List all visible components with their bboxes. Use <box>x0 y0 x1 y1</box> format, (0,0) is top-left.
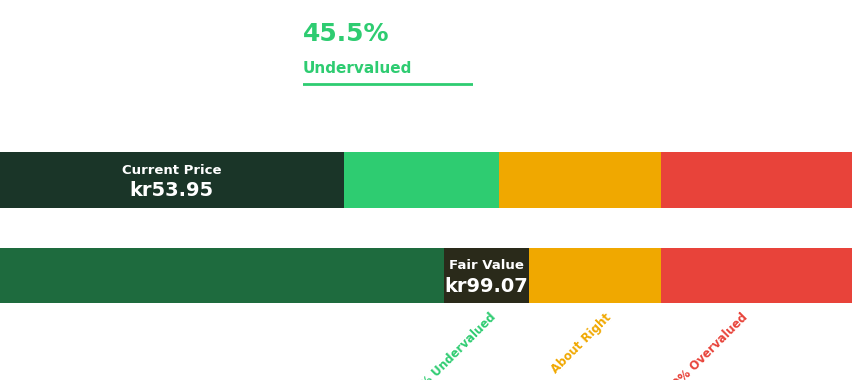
Text: kr99.07: kr99.07 <box>444 277 527 296</box>
Text: About Right: About Right <box>549 311 613 376</box>
Bar <box>660 247 852 304</box>
Bar <box>660 152 852 208</box>
Bar <box>0 247 498 304</box>
Bar <box>498 152 660 208</box>
Text: 20% Undervalued: 20% Undervalued <box>407 311 498 380</box>
Text: Fair Value: Fair Value <box>448 260 523 272</box>
Bar <box>343 152 498 208</box>
Text: 20% Overvalued: 20% Overvalued <box>665 311 750 380</box>
Bar <box>511 247 660 304</box>
Text: Undervalued: Undervalued <box>302 61 412 76</box>
Bar <box>443 247 528 304</box>
Bar <box>0 152 343 208</box>
Text: kr53.95: kr53.95 <box>130 181 214 200</box>
Text: Current Price: Current Price <box>122 164 222 177</box>
Bar <box>0 152 343 208</box>
Text: 45.5%: 45.5% <box>302 22 389 46</box>
Bar <box>498 247 511 304</box>
